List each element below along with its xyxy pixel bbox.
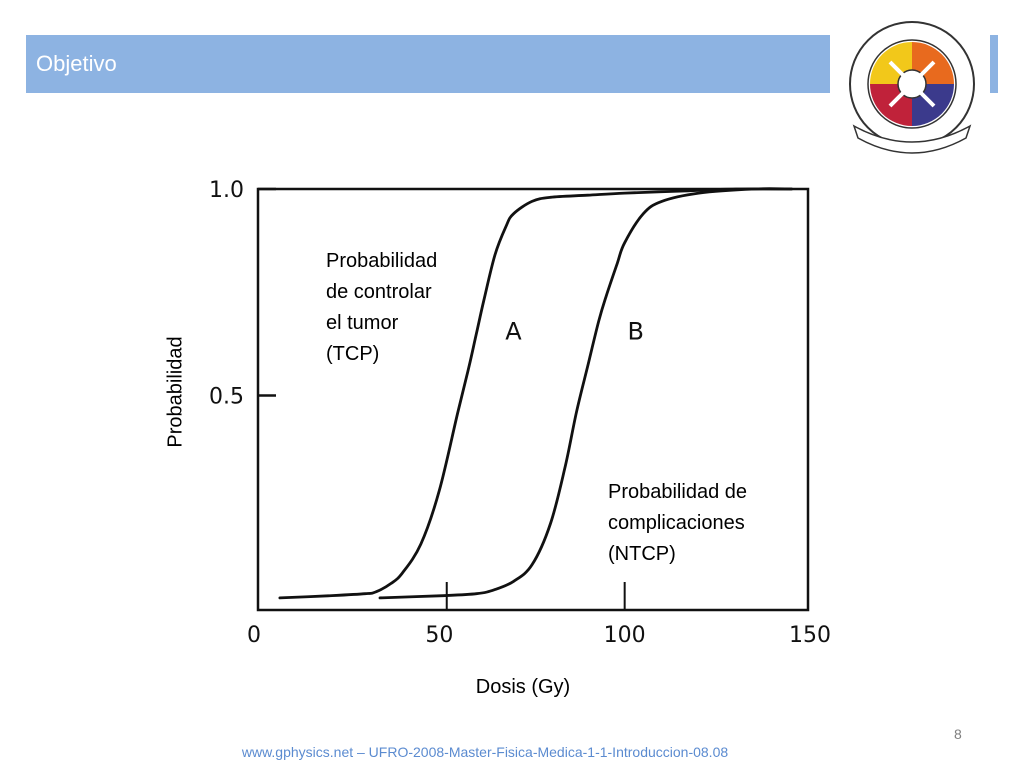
curve-A (278, 187, 793, 600)
x-axis-label: Dosis (Gy) (475, 676, 571, 698)
tcp-line-3: el tumor (326, 312, 399, 334)
footer-link[interactable]: www.gphysics.net – UFRO-2008-Master-Fisi… (241, 744, 729, 760)
y-tick-label-1.0: 1.0 (209, 178, 244, 203)
curve-B (378, 187, 793, 600)
x-tick-label-50: 50 (425, 623, 453, 648)
ntcp-line-2: complicaciones (608, 512, 745, 534)
y-axis-label: Probabilidad (164, 336, 187, 448)
title-bar-end (990, 35, 998, 93)
ntcp-line-1: Probabilidad de (608, 481, 747, 503)
x-tick-label-0: 0 (247, 623, 261, 648)
title-bar (26, 35, 830, 93)
ntcp-line-3: (NTCP) (608, 543, 676, 565)
slide-title: Objetivo (36, 51, 117, 76)
x-tick-label-150: 150 (789, 623, 831, 648)
tcp-line-4: (TCP) (326, 343, 380, 365)
tcp-line-1: Probabilidad (326, 250, 438, 272)
y-tick-label-0.5: 0.5 (209, 385, 244, 410)
curve-label-B: B (627, 317, 643, 345)
page-number: 8 (954, 726, 962, 742)
curve-label-A: A (505, 317, 522, 345)
university-seal-logo (849, 21, 975, 154)
x-tick-label-100: 100 (604, 623, 646, 648)
tcp-annotation: Probabilidad de controlar el tumor (TCP) (326, 246, 437, 370)
plot-frame (256, 187, 810, 612)
tcp-line-2: de controlar (326, 281, 432, 303)
ntcp-annotation: Probabilidad de complicaciones (NTCP) (608, 477, 747, 570)
